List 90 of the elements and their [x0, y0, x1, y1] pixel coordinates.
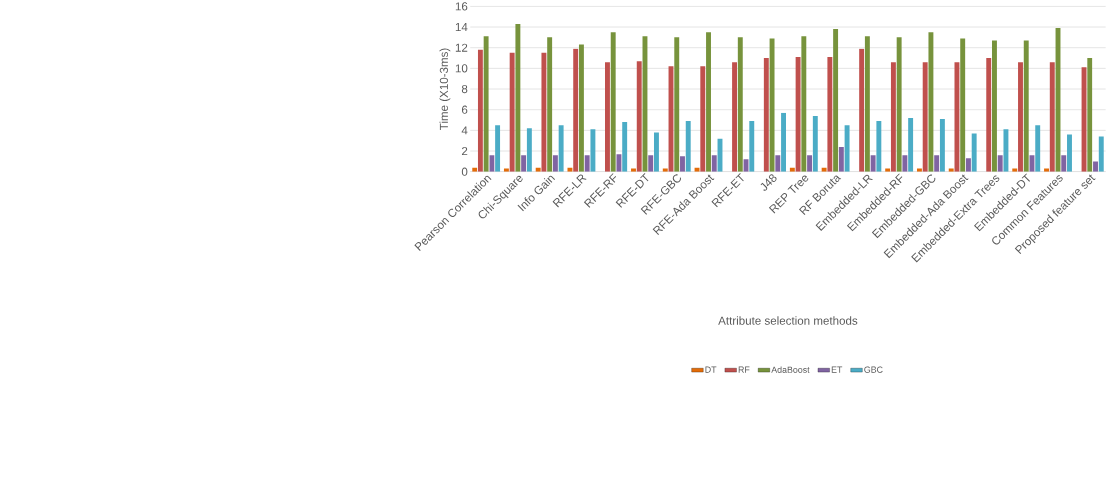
- bar: [706, 32, 711, 172]
- bar: [1023, 40, 1029, 172]
- bar: [1049, 61, 1055, 172]
- x-axis-title: Attribute selection methods: [718, 316, 858, 325]
- bar: [622, 121, 628, 172]
- bar: [833, 28, 839, 172]
- bar: [515, 23, 521, 172]
- bar: [1087, 57, 1093, 172]
- bar: [700, 66, 706, 172]
- bar: [610, 32, 616, 172]
- bar: [954, 61, 960, 172]
- bar: [685, 120, 691, 172]
- bar: [769, 38, 775, 172]
- bar: [1093, 161, 1098, 172]
- bar: [749, 120, 755, 172]
- bar: [986, 57, 992, 172]
- bar: [934, 154, 940, 172]
- y-tick-label: 8: [461, 84, 468, 93]
- bar: [477, 49, 483, 172]
- bar: [1035, 125, 1041, 172]
- y-tick-label: 6: [461, 105, 468, 114]
- bar: [509, 52, 515, 172]
- bar: [960, 38, 966, 172]
- bar: [680, 156, 685, 172]
- y-tick-label: 4: [461, 126, 468, 135]
- bar: [605, 61, 610, 172]
- bar: [483, 36, 489, 172]
- bar: [763, 57, 769, 172]
- bar: [827, 56, 833, 172]
- bar: [838, 146, 844, 172]
- bar: [859, 48, 865, 172]
- bar: [636, 60, 642, 172]
- y-tick-label: 10: [455, 64, 468, 73]
- bar: [648, 154, 654, 172]
- bar: [732, 61, 738, 172]
- y-tick-label: 14: [455, 22, 468, 31]
- bar: [1081, 67, 1087, 172]
- bar: [902, 154, 908, 172]
- y-tick-label: 12: [455, 43, 468, 52]
- bar: [1061, 154, 1067, 172]
- bar: [844, 125, 850, 172]
- bar: [573, 48, 579, 172]
- bar: [890, 61, 896, 172]
- legend-label: ET: [831, 366, 843, 373]
- bar: [495, 125, 501, 172]
- bar: [812, 115, 818, 172]
- legend-label: DT: [705, 366, 717, 373]
- x-tick-label: J48: [760, 174, 777, 191]
- bar: [870, 154, 876, 172]
- y-axis-title: Time (X10-3ms): [439, 48, 451, 130]
- bar: [1018, 61, 1023, 172]
- bar: [526, 128, 532, 172]
- bar: [1098, 136, 1104, 172]
- legend-label: AdaBoost: [771, 366, 810, 373]
- bar: [590, 129, 596, 172]
- y-tick-label: 0: [461, 167, 468, 176]
- bar: [795, 56, 801, 172]
- bar: [896, 37, 902, 172]
- bar: [578, 44, 584, 172]
- bar: [801, 36, 807, 172]
- bar: [552, 154, 558, 172]
- bar: [992, 40, 997, 172]
- bar: [971, 133, 977, 172]
- bar: [558, 125, 564, 172]
- bar: [997, 154, 1003, 172]
- bar: [737, 37, 743, 172]
- bar: [928, 32, 934, 172]
- bar: [922, 61, 928, 172]
- bar: [965, 158, 971, 172]
- bar: [616, 153, 622, 172]
- bar: [939, 118, 945, 172]
- bar: [876, 120, 882, 172]
- legend-label: GBC: [864, 366, 883, 373]
- bar: [1003, 129, 1009, 172]
- bar: [674, 37, 680, 172]
- bar: [807, 154, 813, 172]
- bar: [781, 112, 786, 172]
- bar: [1067, 134, 1072, 172]
- y-tick-label: 2: [461, 146, 468, 155]
- legend-label: RF: [738, 366, 750, 373]
- bar: [521, 154, 527, 172]
- bar: [711, 154, 717, 172]
- bar: [584, 154, 590, 172]
- bar: [908, 117, 914, 172]
- bar: [775, 154, 781, 172]
- bar: [547, 37, 553, 172]
- bar: [864, 36, 870, 172]
- bar: [541, 52, 547, 172]
- bar: [653, 132, 659, 172]
- y-tick-label: 16: [455, 2, 468, 11]
